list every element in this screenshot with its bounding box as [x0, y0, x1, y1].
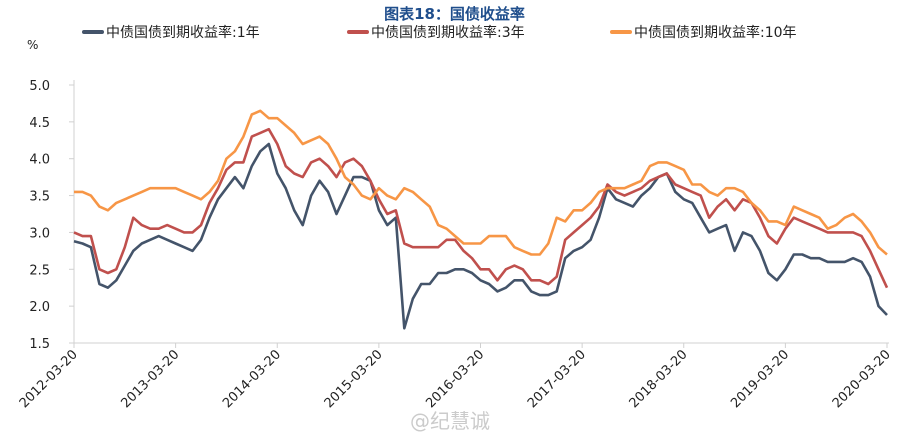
- legend-swatch-3y: [347, 30, 369, 34]
- x-tick-label: 2016-03-20: [423, 347, 487, 411]
- x-tick-label: 2013-03-20: [118, 347, 182, 411]
- x-tick-label: 2020-03-20: [830, 347, 894, 411]
- x-tick-label: 2015-03-20: [322, 347, 386, 411]
- legend-swatch-1y: [82, 30, 104, 34]
- legend-label-1y: 中债国债到期收益率:1年: [106, 25, 260, 41]
- x-tick-label: 2018-03-20: [627, 347, 691, 411]
- legend-item-10y: 中债国债到期收益率:10年: [610, 22, 797, 42]
- y-tick-label: 2.5: [29, 263, 50, 278]
- legend-label-3y: 中债国债到期收益率:3年: [371, 25, 525, 41]
- y-tick-label: 4.5: [29, 116, 50, 131]
- chart-title: 图表18：国债收益率: [384, 5, 525, 23]
- legend-item-3y: 中债国债到期收益率:3年: [347, 22, 525, 42]
- legend-label-10y: 中债国债到期收益率:10年: [634, 25, 797, 41]
- y-tick-label: 2.0: [29, 300, 50, 315]
- y-tick-label: 4.0: [29, 153, 50, 168]
- series-line-10y: [74, 109, 888, 256]
- watermark: @纪慧诚: [410, 409, 490, 433]
- x-tick-label: 2017-03-20: [525, 347, 589, 411]
- legend-swatch-10y: [610, 30, 632, 34]
- y-tick-label: 5.0: [29, 79, 50, 94]
- x-tick-label: 2019-03-20: [728, 347, 792, 411]
- x-tick-label: 2014-03-20: [220, 347, 284, 411]
- legend-item-1y: 中债国债到期收益率:1年: [82, 22, 260, 42]
- series-line-1y: [73, 142, 888, 330]
- x-tick-label: 2012-03-20: [17, 347, 81, 411]
- y-tick-label: 3.0: [29, 226, 50, 241]
- legend: 中债国债到期收益率:1年 中债国债到期收益率:3年 中债国债到期收益率:10年: [0, 22, 909, 42]
- y-tick-label: 3.5: [29, 190, 50, 205]
- y-axis-unit: %: [27, 38, 39, 52]
- y-tick-label: 1.5: [29, 337, 50, 352]
